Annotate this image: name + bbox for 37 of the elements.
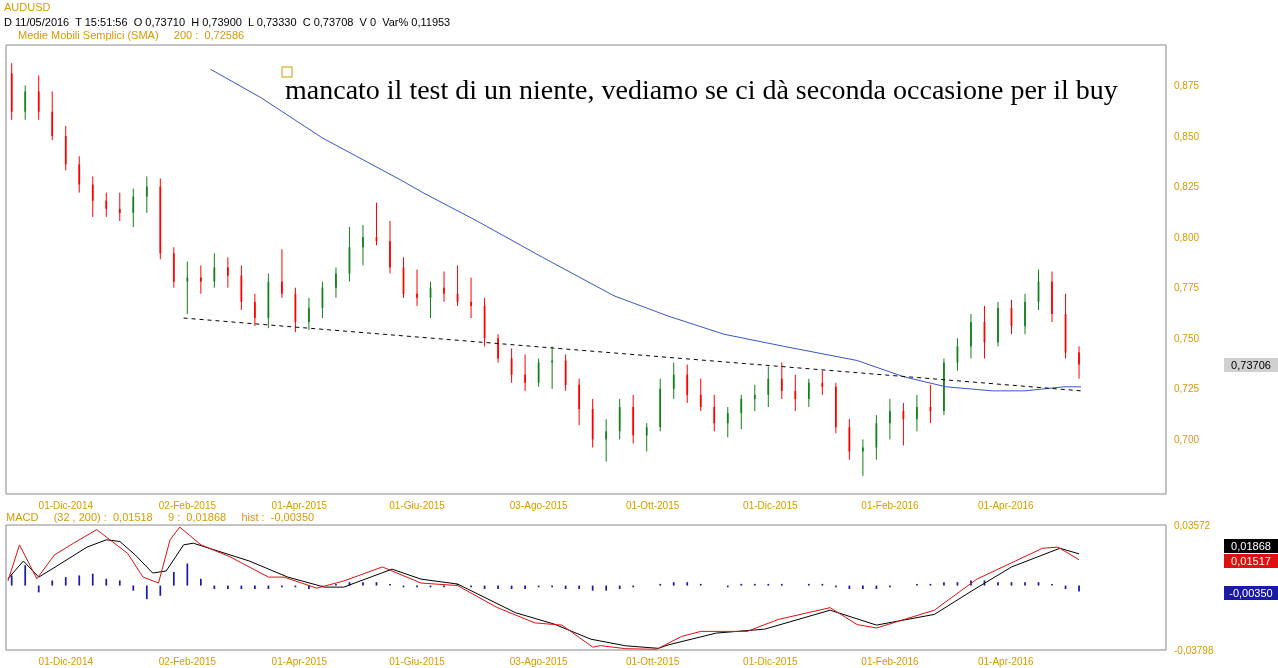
y-tick-label: 0,825 bbox=[1174, 181, 1200, 193]
annotation: mancato il test di un niente, vediamo se ci dà seconda occasione per il buy bbox=[285, 74, 1118, 106]
y-tick-label: 0,775 bbox=[1174, 282, 1200, 294]
y-tick-label: 0,750 bbox=[1174, 332, 1200, 344]
y-tick-label: 0,700 bbox=[1174, 433, 1200, 445]
x-tick-label: 03-Ago-2015 bbox=[509, 656, 569, 668]
x-tick-label: 01-Feb-2016 bbox=[861, 656, 920, 668]
x-tick-label: 02-Feb-2015 bbox=[158, 500, 217, 512]
y-tick-label: 0,800 bbox=[1174, 231, 1200, 243]
x-tick-label: 01-Apr-2015 bbox=[271, 656, 328, 668]
x-tick-label: 01-Feb-2016 bbox=[861, 500, 920, 512]
chart-title: AUDUSD bbox=[4, 1, 51, 13]
x-tick-label: 01-Dic-2015 bbox=[743, 656, 798, 668]
x-tick-label: 01-Giu-2015 bbox=[389, 656, 446, 668]
text: Medie Mobili Semplici (SMA) 200 : 0,72586 bbox=[18, 29, 245, 41]
x-tick-label: 01-Apr-2015 bbox=[271, 500, 328, 512]
y-tick-label: -0,03798 bbox=[1174, 644, 1214, 656]
text: 0,01517 bbox=[1224, 554, 1278, 568]
x-tick-label: 01-Dic-2015 bbox=[743, 500, 798, 512]
y-tick-label: 0,03572 bbox=[1174, 519, 1211, 531]
x-tick-label: 01-Giu-2015 bbox=[389, 500, 446, 512]
x-tick-label: 02-Feb-2015 bbox=[158, 656, 217, 668]
chart-title: MACD (32 , 200) : 0,01518 9 : 0,01868 hist : -0,00350 bbox=[6, 511, 315, 523]
x-tick-label: 01-Apr-2016 bbox=[978, 500, 1035, 512]
x-tick-label: 03-Ago-2015 bbox=[509, 500, 569, 512]
x-tick-label: 01-Dic-2014 bbox=[38, 656, 94, 668]
y-tick-label: 0,875 bbox=[1174, 80, 1200, 91]
x-tick-label: 01-Ott-2015 bbox=[625, 656, 680, 668]
y-tick-label: 0,725 bbox=[1174, 383, 1200, 395]
y-tick-label: 0,850 bbox=[1174, 130, 1200, 142]
x-tick-label: 01-Apr-2016 bbox=[978, 656, 1035, 668]
text: 0,73706 bbox=[1224, 358, 1278, 372]
x-tick-label: 01-Dic-2014 bbox=[38, 500, 94, 512]
x-tick-label: 01-Ott-2015 bbox=[625, 500, 680, 512]
chart-subtitle: D 11/05/2016 T 15:51:56 O 0,73710 H 0,73900 L 0,73330 C 0,73708 V 0 Var% 0,11953 bbox=[4, 16, 451, 28]
text: -0,00350 bbox=[1224, 586, 1278, 600]
text: 0,01868 bbox=[1224, 539, 1278, 553]
